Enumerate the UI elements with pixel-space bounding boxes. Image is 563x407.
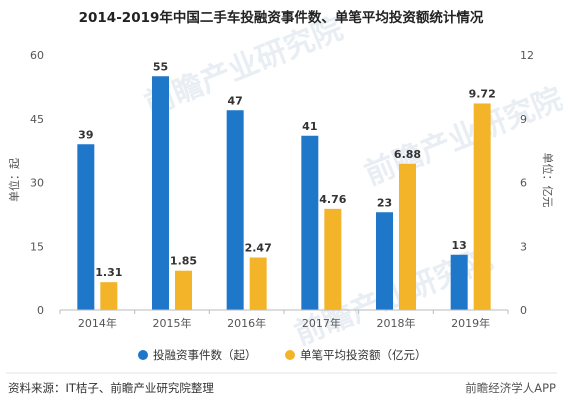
bar-avg-1 [175,270,192,310]
chart-title: 2014-2019年中国二手车投融资事件数、单笔平均投资额统计情况 [79,9,484,26]
data-label: 55 [153,60,168,73]
legend-label-events: 投融资事件数（起） [153,348,257,362]
right-tick-label: 12 [520,49,534,62]
left-tick-label: 45 [30,113,44,126]
data-label: 41 [302,120,317,133]
data-label: 1.31 [95,266,122,279]
source-note: 资料来源：IT桔子、前瞻产业研究院整理 [8,381,214,395]
right-axis-label: 单位：亿元 [541,153,555,208]
bar-events-0 [77,144,95,310]
data-label: 47 [228,94,243,107]
bars-group: 39 1.31 55 1.85 47 2.47 41 4.76 23 6.88 13 9.72 [77,60,496,310]
left-tick-label: 15 [30,240,44,253]
legend: 投融资事件数（起） 单笔平均投资额（亿元） [138,348,427,362]
left-tick-label: 30 [30,177,44,190]
data-label: 39 [78,128,93,141]
left-axis-label: 单位：起 [7,158,21,202]
watermark-text: 前瞻产业研究院 [360,81,563,192]
x-tick-label: 2018年 [377,316,416,330]
right-tick-label: 3 [520,240,527,253]
legend-label-avg: 单笔平均投资额（亿元） [300,348,427,362]
right-tick-label: 9 [520,113,527,126]
data-label: 23 [377,196,392,209]
right-tick-label: 6 [520,177,527,190]
legend-marker-events [138,350,148,360]
data-label: 6.88 [394,148,421,161]
bar-avg-0 [100,282,118,310]
x-tick-label: 2015年 [153,316,192,330]
x-tick-label: 2016年 [227,316,266,330]
bar-avg-3 [324,208,342,310]
x-axis-ticks: 2014年 2015年 2016年 2017年 2018年 2019年 [59,310,509,330]
bar-events-4 [376,212,393,310]
bar-events-1 [152,76,169,310]
x-tick-label: 2017年 [302,316,341,330]
watermark-text: 前瞻产业研究院 [140,11,348,122]
bar-events-3 [301,135,319,310]
bar-avg-2 [249,257,267,310]
x-tick-label: 2019年 [451,316,490,330]
data-label: 13 [452,239,467,252]
right-axis-ticks: 0 3 6 9 12 [520,49,534,317]
left-axis-ticks: 0 15 30 45 60 [30,49,44,317]
left-tick-label: 60 [30,49,44,62]
x-tick-label: 2014年 [78,316,117,330]
data-label: 9.72 [469,87,496,100]
data-label: 2.47 [245,242,272,255]
bar-events-2 [226,110,244,310]
data-label: 4.76 [319,193,346,206]
left-tick-label: 0 [37,304,44,317]
bar-avg-5 [473,103,491,310]
legend-marker-avg [285,350,295,360]
brand-mark: 前瞻经济学人APP [465,381,556,395]
data-label: 1.85 [170,255,197,268]
bar-avg-4 [399,163,416,310]
right-tick-label: 0 [520,304,527,317]
bar-events-5 [450,254,468,310]
